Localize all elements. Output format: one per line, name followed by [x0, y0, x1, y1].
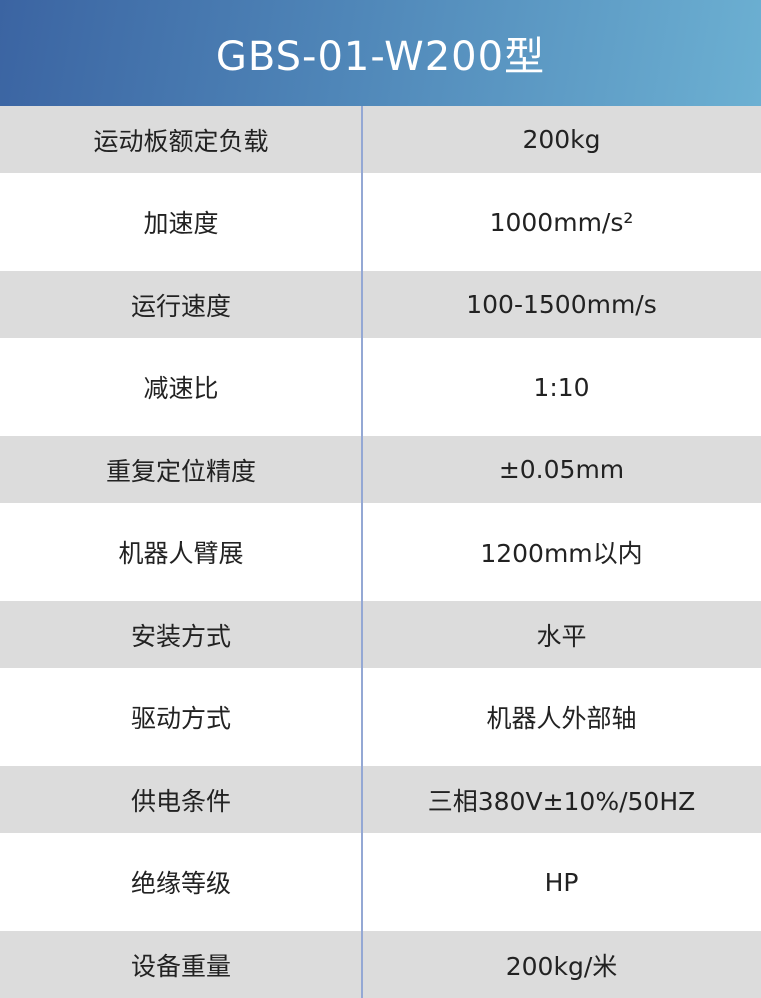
spec-value: 水平: [536, 621, 587, 651]
spec-value: 200kg/米: [505, 951, 618, 981]
table-row: 减速比 1:10: [0, 338, 761, 436]
spec-value: 机器人外部轴: [486, 704, 637, 733]
spec-value: 1200mm以内: [480, 539, 643, 568]
spec-value: 1:10: [533, 372, 590, 402]
spec-label: 驱动方式: [130, 704, 231, 733]
spec-label: 加速度: [143, 209, 219, 238]
table-row: 供电条件 三相380V±10%/50HZ: [0, 766, 761, 833]
spec-label: 运行速度: [130, 291, 231, 321]
spec-label: 供电条件: [130, 786, 231, 816]
table-row: 机器人臂展 1200mm以内: [0, 503, 761, 601]
table-row: 绝缘等级 HP: [0, 833, 761, 931]
spec-value: 三相380V±10%/50HZ: [427, 786, 696, 816]
spec-table: 运动板额定负载 200kg 加速度 1000mm/s² 运行速度 100-1500mm/s…: [0, 106, 761, 998]
table-row: 运动板额定负载 200kg: [0, 106, 761, 173]
table-row: 安装方式 水平: [0, 601, 761, 668]
spec-label: 减速比: [143, 374, 219, 403]
table-row: 重复定位精度 ±0.05mm: [0, 436, 761, 503]
spec-label: 设备重量: [130, 951, 231, 981]
spec-value: 100-1500mm/s: [466, 290, 657, 319]
spec-value: HP: [544, 867, 579, 897]
table-row: 运行速度 100-1500mm/s: [0, 271, 761, 338]
table-row: 驱动方式 机器人外部轴: [0, 668, 761, 766]
spec-label: 运动板额定负载: [93, 126, 269, 156]
spec-label: 重复定位精度: [105, 456, 256, 486]
spec-value: ±0.05mm: [498, 455, 625, 484]
spec-label: 机器人臂展: [118, 539, 244, 568]
table-row: 加速度 1000mm/s²: [0, 173, 761, 271]
spec-value: 1000mm/s²: [489, 207, 634, 237]
spec-value: 200kg: [522, 125, 601, 154]
table-row: 设备重量 200kg/米: [0, 931, 761, 998]
spec-title: GBS-01-W200型: [0, 0, 761, 106]
spec-label: 绝缘等级: [130, 869, 231, 898]
spec-label: 安装方式: [130, 621, 231, 651]
column-divider: [361, 106, 363, 998]
